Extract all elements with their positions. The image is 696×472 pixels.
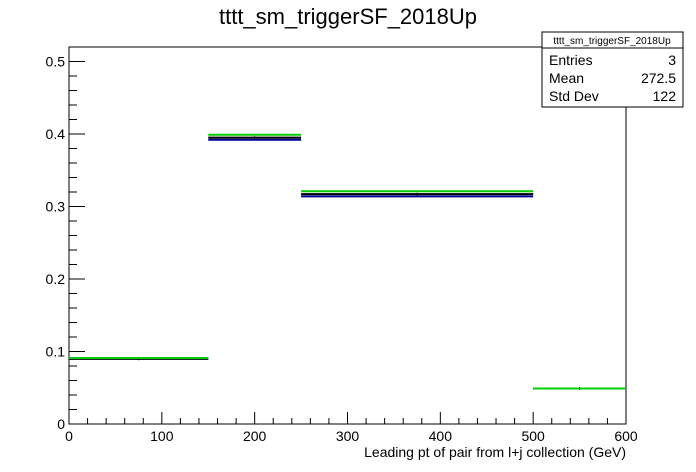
stats-stddev-label: Std Dev xyxy=(549,88,599,104)
stats-box-frame xyxy=(541,31,684,108)
y-axis: 0 0.1 0.2 0.3 0.4 0.5 xyxy=(46,46,85,432)
x-tick-label: 400 xyxy=(429,428,453,444)
x-tick-label: 100 xyxy=(150,428,174,444)
stats-mean-label: Mean xyxy=(549,70,584,86)
stats-entries-label: Entries xyxy=(549,52,593,68)
x-tick-label: 0 xyxy=(65,428,73,444)
y-tick-label: 0.1 xyxy=(46,344,66,360)
x-tick-label: 200 xyxy=(243,428,267,444)
x-tick-label: 600 xyxy=(614,428,638,444)
y-tick-label: 0.3 xyxy=(46,199,66,215)
y-tick-label: 0.4 xyxy=(46,126,66,142)
chart-title: tttt_sm_triggerSF_2018Up xyxy=(219,4,477,29)
stats-box: tttt_sm_triggerSF_2018Up Entries 3 Mean … xyxy=(541,31,684,108)
x-tick-label: 300 xyxy=(336,428,360,444)
stats-stddev-value: 122 xyxy=(653,88,677,104)
x-axis: 0 100 200 300 400 500 600 xyxy=(65,412,638,444)
x-axis-label: Leading pt of pair from l+j collection (… xyxy=(364,444,626,460)
stats-entries-value: 3 xyxy=(668,52,676,68)
y-tick-label: 0.5 xyxy=(46,54,66,70)
y-tick-label: 0.2 xyxy=(46,271,66,287)
x-tick-label: 500 xyxy=(521,428,545,444)
stats-box-title: tttt_sm_triggerSF_2018Up xyxy=(553,36,671,47)
stats-mean-value: 272.5 xyxy=(641,70,676,86)
y-tick-label: 0 xyxy=(57,416,65,432)
histogram-series xyxy=(69,133,626,390)
